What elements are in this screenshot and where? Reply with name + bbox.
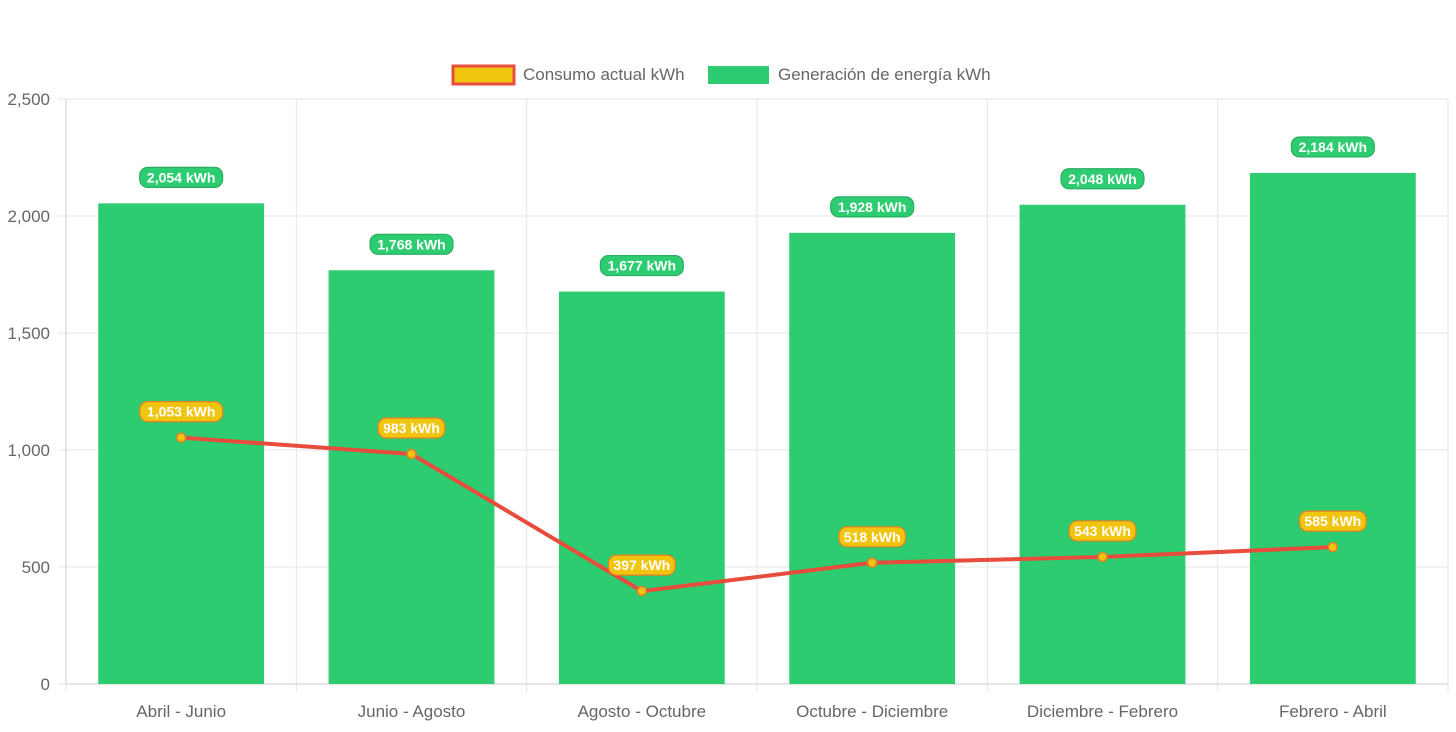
x-tick-label: Diciembre - Febrero	[1027, 702, 1178, 721]
bar[interactable]	[328, 270, 495, 684]
legend: Consumo actual kWh Generación de energía…	[451, 64, 991, 86]
line-value-label: 397 kWh	[613, 557, 670, 573]
line-value-label-badge	[838, 526, 907, 548]
bar-value-label: 1,677 kWh	[608, 258, 676, 274]
bar-value-label-badge	[139, 166, 224, 188]
line-value-label-badge	[1298, 510, 1367, 532]
bar-value-label-badge	[830, 196, 915, 218]
y-tick-label: 2,500	[7, 90, 50, 109]
legend-label-generacion: Generación de energía kWh	[778, 65, 991, 84]
legend-item-generacion[interactable]: Generación de energía kWh	[708, 65, 991, 84]
line-value-label: 983 kWh	[383, 420, 440, 436]
axes: 0 500 1,000 1,500 2,000 2,500 Abril - Junio Jun…	[7, 90, 1448, 721]
x-tick-label: Abril - Junio	[136, 702, 226, 721]
bar-value-label: 2,054 kWh	[147, 169, 215, 185]
line-point[interactable]	[406, 448, 417, 460]
bar-value-label-badge	[1060, 168, 1145, 190]
line-value-label-badge	[377, 417, 446, 439]
legend-swatch-generacion	[708, 66, 769, 84]
line-value-label: 1,053 kWh	[147, 404, 215, 420]
line-point[interactable]	[1097, 551, 1108, 563]
x-tick-label: Junio - Agosto	[358, 702, 466, 721]
bar-value-label-badge	[369, 233, 454, 255]
bar-value-label: 2,048 kWh	[1068, 171, 1136, 187]
line-value-label: 543 kWh	[1074, 523, 1131, 539]
x-tick-label: Octubre - Diciembre	[796, 702, 948, 721]
y-tick-label: 0	[41, 675, 50, 694]
bar-value-label-badge	[1290, 136, 1375, 158]
y-tick-label: 500	[22, 558, 50, 577]
bar-value-label-badge	[599, 254, 684, 277]
line-point[interactable]	[175, 432, 187, 443]
line-value-label-badge	[139, 400, 224, 423]
line-point[interactable]	[1327, 541, 1339, 553]
data-labels: 2,054 kWh 1,768 kWh 1,677 kWh 1,928 kWh 2,04…	[139, 136, 1375, 576]
bar-series	[98, 172, 1416, 684]
legend-label-consumo: Consumo actual kWh	[523, 65, 685, 84]
consumo-line	[181, 435, 1333, 594]
line-value-label-badge	[1068, 520, 1137, 542]
x-tick-label: Agosto - Octubre	[578, 702, 707, 721]
line-series	[175, 432, 1339, 597]
bar-value-label: 1,928 kWh	[838, 199, 906, 215]
bar-value-label: 2,184 kWh	[1299, 139, 1367, 155]
line-value-label: 518 kWh	[844, 529, 901, 545]
bar-value-label: 1,768 kWh	[377, 236, 445, 252]
y-tick-label: 1,000	[7, 441, 50, 460]
bar[interactable]	[558, 291, 725, 684]
bar[interactable]	[1249, 172, 1416, 684]
bar[interactable]	[789, 232, 956, 684]
y-tick-label: 2,000	[7, 207, 50, 226]
line-value-label-badge	[607, 554, 676, 576]
legend-item-consumo[interactable]: Consumo actual kWh	[451, 64, 685, 86]
legend-swatch-consumo	[451, 64, 516, 86]
line-point[interactable]	[866, 557, 878, 569]
bar[interactable]	[98, 203, 265, 684]
x-tick-label: Febrero - Abril	[1279, 702, 1387, 721]
y-tick-label: 1,500	[7, 324, 50, 343]
bar[interactable]	[1019, 204, 1186, 684]
grid	[65, 98, 1449, 692]
line-value-label: 585 kWh	[1304, 513, 1361, 529]
line-point[interactable]	[636, 585, 648, 597]
